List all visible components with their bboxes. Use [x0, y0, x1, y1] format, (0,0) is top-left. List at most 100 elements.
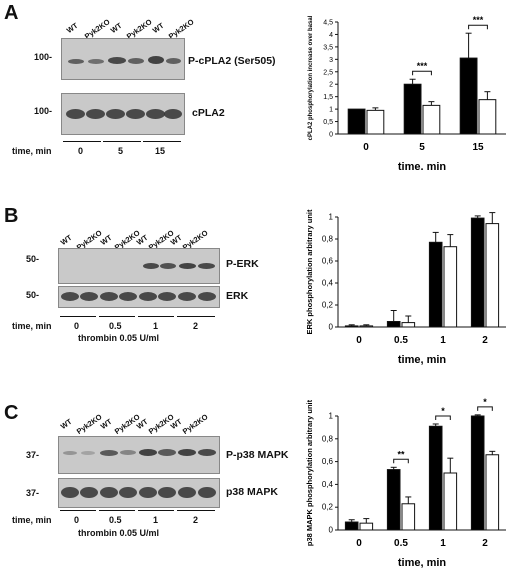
y-axis-label: ERK phosphorylation arbitrary unit — [305, 209, 314, 335]
bar-wt — [470, 415, 485, 531]
bar-wt — [403, 83, 422, 135]
panel-letter-c: C — [4, 402, 19, 424]
bar-pyk2ko — [443, 472, 458, 531]
lane-label: WT — [58, 232, 74, 247]
y-tick-label: 0,8 — [322, 235, 334, 244]
blot-name: P-p38 MAPK — [226, 449, 289, 461]
y-tick-label: 4 — [329, 32, 333, 39]
y-tick-label: 0,2 — [322, 301, 334, 310]
bar-pyk2ko — [359, 522, 374, 531]
significance-marker: * — [441, 406, 445, 416]
blot-name: cPLA2 — [192, 107, 225, 119]
bar-wt — [344, 521, 359, 531]
time-group — [60, 316, 96, 317]
time-group — [99, 510, 135, 511]
blot-cpla2 — [61, 93, 185, 135]
time-label: time, min — [12, 515, 52, 525]
x-tick-label: 0.5 — [394, 538, 408, 549]
chart-b: ERK phosphorylation arbitrary unit 0 0,2 0,… — [305, 209, 506, 366]
x-axis-label: time, min — [398, 161, 447, 170]
mw-marker: 37- — [26, 450, 40, 460]
blot-name: ERK — [226, 290, 249, 302]
bar-pyk2ko — [485, 454, 500, 531]
blot-name: p38 MAPK — [226, 486, 278, 498]
lane-label: WT — [64, 20, 80, 35]
blot-p38 — [58, 478, 220, 508]
bar-pyk2ko — [366, 109, 385, 135]
blot-erk — [58, 286, 220, 308]
time-point: 0 — [74, 515, 80, 525]
bar-pyk2ko — [443, 246, 458, 328]
bar-pyk2ko — [478, 99, 497, 135]
time-point: 1 — [153, 515, 159, 525]
mw-marker: 50- — [26, 290, 40, 300]
y-tick-label: 3 — [329, 57, 333, 64]
time-point: 0 — [78, 146, 84, 156]
blot-p-p38 — [58, 436, 220, 474]
x-tick-label: 15 — [472, 142, 484, 153]
time-label: time, min — [12, 146, 52, 156]
bar-wt — [428, 241, 443, 328]
y-tick-label: 0,6 — [322, 457, 334, 466]
y-tick-label: 2 — [329, 82, 333, 89]
y-tick-label: 1 — [329, 107, 333, 114]
bar-wt — [344, 325, 359, 328]
bar-wt — [470, 217, 485, 328]
blot-name: P-cPLA2 (Ser505) — [188, 55, 276, 67]
treatment-label: thrombin 0.05 U/ml — [78, 528, 160, 538]
time-point: 2 — [193, 321, 199, 331]
time-group — [138, 316, 174, 317]
bar-pyk2ko — [422, 104, 441, 135]
panel-letter-b: B — [4, 205, 19, 227]
y-tick-label: 0 — [329, 526, 334, 535]
bar-wt — [428, 425, 443, 531]
time-label: time, min — [12, 321, 52, 331]
x-tick-label: 0 — [356, 538, 362, 549]
x-axis-label: time, min — [398, 354, 447, 366]
y-tick-label: 0,8 — [322, 434, 334, 443]
chart-c: p38 MAPK phosphorylation arbitrary unit 0… — [305, 398, 506, 569]
y-tick-label: 3,5 — [323, 44, 333, 51]
bar-wt — [386, 321, 401, 328]
mw-marker: 100- — [34, 52, 53, 62]
x-tick-label: 2 — [482, 538, 488, 549]
time-group — [138, 510, 174, 511]
bar-pyk2ko — [359, 325, 374, 328]
bar-pyk2ko — [401, 322, 416, 328]
x-tick-label: 0.5 — [394, 335, 408, 346]
time-group — [63, 141, 101, 142]
y-tick-label: 0,4 — [322, 279, 334, 288]
y-tick-label: 0,6 — [322, 257, 334, 266]
significance-marker: * — [483, 398, 487, 407]
time-point: 0 — [74, 321, 80, 331]
bar-wt — [347, 108, 366, 135]
time-group — [60, 510, 96, 511]
time-point: 0.5 — [109, 515, 122, 525]
mw-marker: 50- — [26, 254, 40, 264]
mw-marker: 37- — [26, 488, 40, 498]
significance-bracket — [412, 70, 432, 76]
blot-p-cpla2 — [61, 38, 185, 80]
blot-name: P-ERK — [226, 258, 259, 270]
significance-marker: ** — [397, 449, 405, 459]
time-point: 15 — [155, 146, 166, 156]
lane-label: Pyk2KO — [180, 412, 210, 436]
x-tick-label: 1 — [440, 335, 446, 346]
time-group — [103, 141, 141, 142]
time-group — [177, 316, 215, 317]
y-tick-label: 0 — [329, 132, 333, 139]
time-point: 5 — [118, 146, 124, 156]
y-axis-label: p38 MAPK phosphorylation arbitrary unit — [305, 399, 314, 546]
panel-letter-a: A — [4, 2, 19, 24]
x-axis-label: time, min — [398, 557, 447, 569]
significance-marker: *** — [473, 15, 484, 25]
time-point: 1 — [153, 321, 159, 331]
significance-bracket — [477, 406, 493, 411]
significance-bracket — [393, 458, 409, 464]
y-tick-label: 1 — [329, 412, 334, 421]
significance-marker: *** — [417, 61, 428, 71]
significance-bracket — [468, 24, 488, 30]
time-point: 0.5 — [109, 321, 122, 331]
bar-wt — [386, 469, 401, 531]
y-tick-label: 4,5 — [323, 20, 333, 27]
